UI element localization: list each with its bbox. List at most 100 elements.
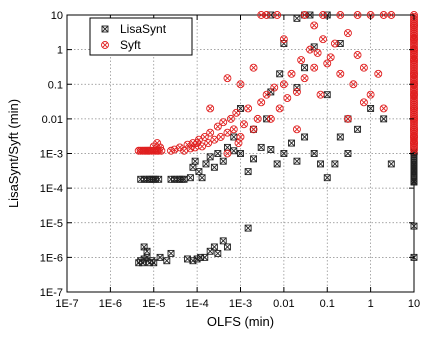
syft-point <box>410 50 418 59</box>
lisasynt-point <box>267 146 275 154</box>
x-tick-label: 1 <box>368 298 374 310</box>
syft-point <box>410 21 418 30</box>
syft-point <box>353 51 362 59</box>
syft-point <box>410 62 418 71</box>
syft-point <box>410 127 418 136</box>
lisasynt-point <box>276 70 284 78</box>
syft-point <box>410 144 418 152</box>
lisasynt-point <box>301 64 309 72</box>
y-tick-label: 1E-3 <box>40 149 63 161</box>
lisasynt-point <box>336 133 344 141</box>
syft-point <box>287 69 296 78</box>
lisasynt-point <box>244 168 252 176</box>
syft-point <box>336 11 345 19</box>
lisasynt-point <box>156 253 164 261</box>
lisasynt-point <box>214 150 222 157</box>
syft-point <box>229 125 238 134</box>
lisasynt-point <box>323 174 331 182</box>
x-tick-label: 1E-7 <box>55 298 78 310</box>
syft-point <box>410 35 418 44</box>
syft-point <box>387 11 396 19</box>
legend-marker-lisasynt-shape <box>101 25 109 33</box>
legend-marker-syft <box>101 41 109 49</box>
syft-point <box>206 128 215 137</box>
syft-point <box>410 129 418 138</box>
syft-point <box>257 98 266 107</box>
syft-point <box>410 31 418 40</box>
syft-point <box>410 52 418 61</box>
syft-point <box>204 139 213 148</box>
syft-point <box>336 69 345 78</box>
y-tick-label: 0.01 <box>42 114 63 126</box>
syft-point <box>223 149 232 158</box>
syft-point <box>410 23 418 32</box>
x-tick-label: 1E-6 <box>99 298 122 310</box>
lisasynt-point <box>310 150 318 157</box>
syft-point <box>219 118 228 127</box>
syft-point <box>410 92 418 100</box>
lisasynt-point <box>387 160 395 168</box>
syft-point <box>330 39 339 48</box>
syft-point <box>410 79 418 88</box>
syft-point <box>410 89 418 98</box>
syft-point <box>193 139 202 148</box>
y-tick-label: 1E-4 <box>40 183 63 195</box>
lisasynt-point <box>250 155 258 163</box>
y-tick-label: 0.1 <box>48 79 63 91</box>
lisasynt-point <box>210 243 218 251</box>
lisasynt-point <box>288 139 295 147</box>
syft-point <box>275 104 284 113</box>
syft-point <box>149 142 158 151</box>
syft-point <box>306 45 314 54</box>
syft-point <box>216 133 225 141</box>
syft-point <box>323 59 332 68</box>
syft-point <box>410 65 418 73</box>
lisasynt-point <box>143 247 151 255</box>
syft-point <box>226 114 235 123</box>
lisasynt-point <box>223 143 231 151</box>
syft-point <box>410 67 418 76</box>
legend-label-syft: Syft <box>120 38 141 52</box>
lisasynt-point <box>336 40 344 47</box>
syft-point <box>410 58 418 67</box>
lisasynt-point <box>257 143 265 151</box>
syft-point <box>359 63 368 72</box>
lisasynt-point <box>293 14 301 22</box>
syft-point <box>213 122 222 131</box>
syft-point <box>156 143 165 152</box>
grid-lines <box>67 15 414 292</box>
syft-point <box>410 137 418 146</box>
syft-point <box>270 83 279 92</box>
legend-marker-syft-shape <box>101 41 109 49</box>
lisasynt-point <box>167 249 175 257</box>
syft-point <box>410 60 418 69</box>
syft-point <box>206 104 215 113</box>
lisasynt-point <box>293 157 301 165</box>
lisasynt-point <box>202 160 210 168</box>
syft-point <box>310 63 319 72</box>
x-axis-tick-labels: 1E-7 1E-6 1E-5 1E-4 1E-3 0.01 0.1 1 10 <box>55 298 420 310</box>
syft-point <box>410 123 418 132</box>
syft-point <box>279 80 288 89</box>
x-tick-label: 1E-4 <box>186 298 209 310</box>
x-tick-label: 0.01 <box>273 298 294 310</box>
legend-marker-lisasynt <box>101 25 109 33</box>
syft-point <box>410 121 418 130</box>
syft-point <box>273 11 282 19</box>
syft-point <box>410 71 418 80</box>
lisasynt-point <box>354 125 362 133</box>
syft-point <box>410 94 418 103</box>
syft-point <box>410 40 418 49</box>
x-tick-label: 1E-3 <box>229 298 252 310</box>
syft-point <box>410 56 418 65</box>
syft-point <box>410 104 418 113</box>
syft-point <box>410 100 418 109</box>
syft-point <box>200 133 209 141</box>
syft-point <box>410 85 418 94</box>
syft-point <box>410 54 418 63</box>
syft-point <box>292 87 301 96</box>
syft-point <box>249 125 258 134</box>
syft-point <box>410 46 418 55</box>
lisasynt-point <box>331 160 339 168</box>
syft-point <box>297 56 306 64</box>
